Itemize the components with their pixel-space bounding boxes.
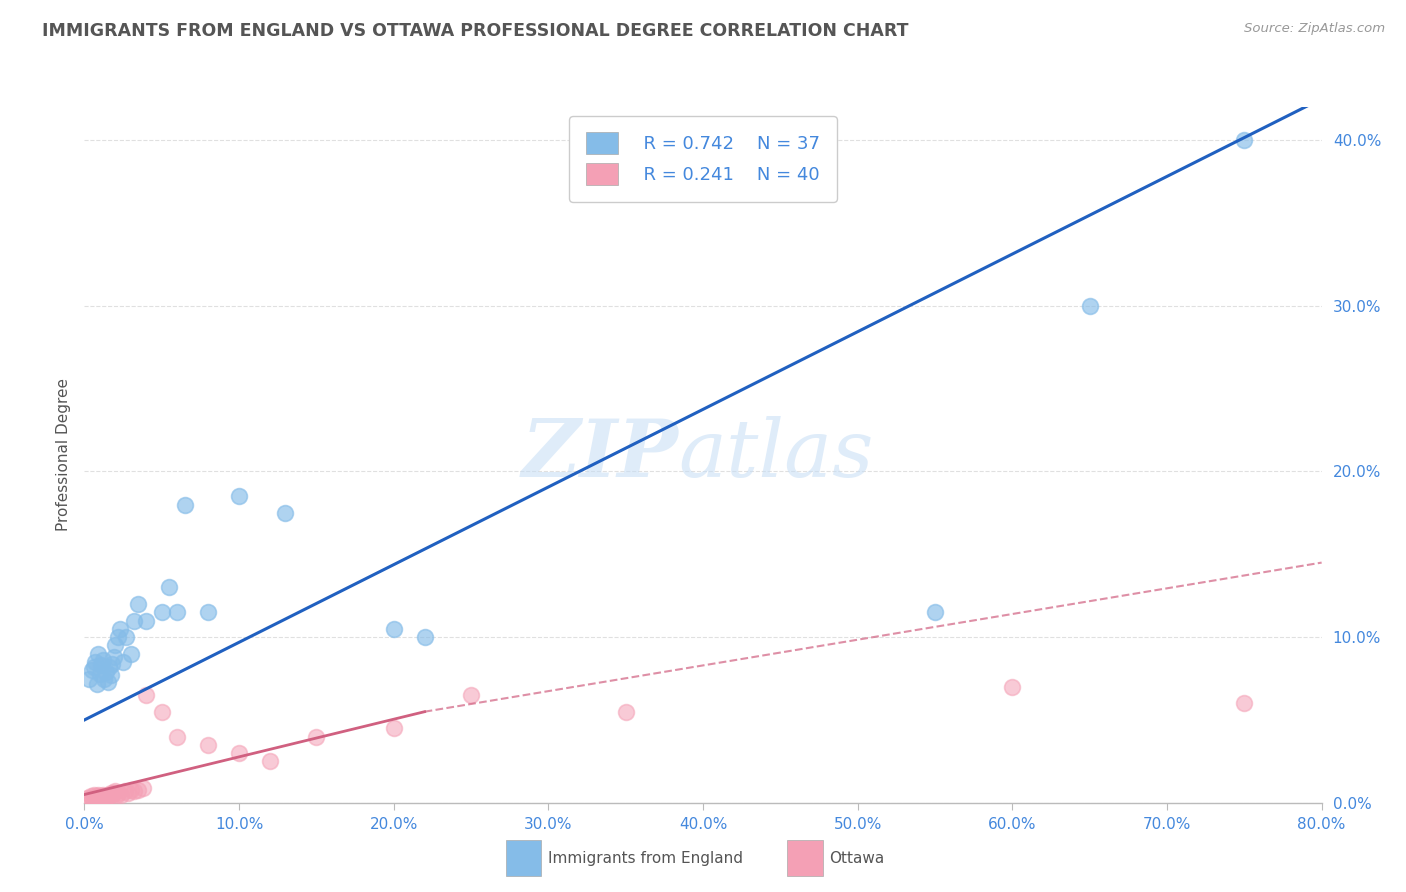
Point: [135, 614, 157, 628]
Point: [93, 789, 115, 804]
Point: [89, 666, 111, 681]
Point: [259, 755, 281, 769]
Point: [90, 789, 112, 804]
Point: [87, 647, 110, 661]
Point: [197, 738, 219, 752]
Text: IMMIGRANTS FROM ENGLAND VS OTTAWA PROFESSIONAL DEGREE CORRELATION CHART: IMMIGRANTS FROM ENGLAND VS OTTAWA PROFES…: [42, 22, 908, 40]
Point: [166, 605, 188, 619]
Point: [100, 668, 122, 682]
Point: [91, 653, 114, 667]
Point: [98, 660, 121, 674]
Point: [413, 630, 436, 644]
Point: [98, 789, 121, 804]
Legend:   R = 0.742    N = 37,   R = 0.241    N = 40: R = 0.742 N = 37, R = 0.241 N = 40: [569, 116, 837, 202]
Point: [82, 663, 104, 677]
Point: [101, 657, 124, 671]
Point: [1233, 697, 1256, 711]
Point: [117, 786, 139, 800]
Point: [89, 790, 111, 805]
Point: [100, 786, 122, 800]
Point: [228, 489, 250, 503]
Point: [174, 498, 197, 512]
Point: [159, 581, 181, 595]
Point: [166, 730, 188, 744]
Y-axis label: Professional Degree: Professional Degree: [56, 378, 72, 532]
Point: [76, 790, 98, 805]
Point: [108, 622, 131, 636]
Point: [82, 790, 104, 805]
Point: [460, 688, 482, 702]
Point: [1233, 133, 1256, 147]
Point: [105, 788, 128, 802]
Point: [120, 647, 142, 661]
Point: [924, 605, 946, 619]
Point: [112, 655, 135, 669]
Text: ZIP: ZIP: [522, 417, 678, 493]
Point: [197, 605, 219, 619]
Point: [122, 784, 145, 798]
Text: Immigrants from England: Immigrants from England: [548, 851, 744, 865]
Point: [94, 790, 117, 805]
Point: [132, 780, 155, 795]
Point: [90, 658, 112, 673]
Point: [94, 665, 117, 679]
Point: [110, 788, 132, 802]
Point: [150, 605, 173, 619]
Point: [305, 730, 328, 744]
Point: [128, 782, 150, 797]
Point: [77, 672, 100, 686]
Point: [228, 746, 250, 760]
Point: [86, 676, 108, 690]
Point: [614, 705, 637, 719]
Point: [135, 688, 157, 702]
Point: [382, 622, 405, 636]
Point: [107, 786, 129, 800]
Text: atlas: atlas: [678, 417, 873, 493]
Point: [84, 655, 107, 669]
Point: [115, 630, 138, 644]
Point: [120, 782, 142, 797]
Text: Source: ZipAtlas.com: Source: ZipAtlas.com: [1244, 22, 1385, 36]
Point: [1001, 680, 1024, 694]
Point: [104, 784, 127, 798]
Point: [97, 674, 120, 689]
Point: [101, 788, 124, 802]
Point: [104, 639, 127, 653]
Point: [128, 597, 150, 611]
Point: [107, 630, 129, 644]
Point: [83, 788, 105, 802]
Point: [103, 786, 125, 800]
Point: [91, 788, 114, 802]
Point: [87, 788, 110, 802]
Text: Ottawa: Ottawa: [830, 851, 884, 865]
Point: [77, 792, 100, 806]
Point: [93, 672, 115, 686]
Point: [382, 721, 405, 735]
Point: [150, 705, 173, 719]
Point: [122, 614, 145, 628]
Point: [79, 789, 101, 804]
Point: [83, 660, 105, 674]
Point: [114, 784, 136, 798]
Point: [97, 788, 120, 802]
Point: [86, 789, 108, 804]
Point: [84, 790, 107, 805]
Point: [1078, 299, 1101, 313]
Point: [274, 506, 297, 520]
Point: [103, 650, 125, 665]
